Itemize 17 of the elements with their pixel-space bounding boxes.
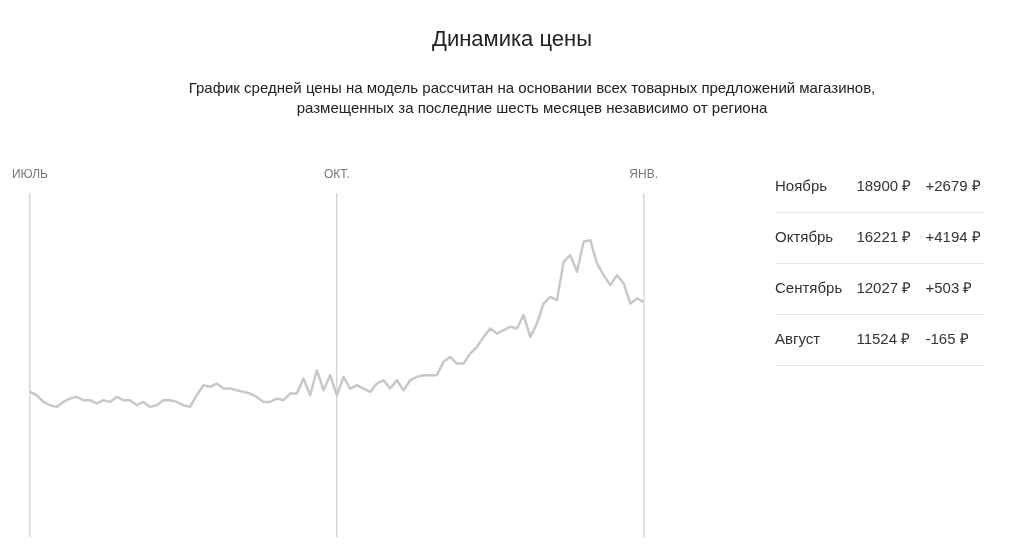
text: 12027 ₽ xyxy=(856,264,926,315)
text: Сентябрь xyxy=(775,264,857,315)
text: -165 ₽ xyxy=(925,315,985,366)
text: +2679 ₽ xyxy=(925,162,985,213)
text: Ноябрь xyxy=(775,162,857,213)
x-tick-label: ЯНВ. xyxy=(629,166,658,181)
chart-title: Динамика цены xyxy=(431,26,593,52)
x-tick-label: ИЮЛЬ xyxy=(12,166,49,181)
text: 16221 ₽ xyxy=(856,213,926,264)
text: 11524 ₽ xyxy=(856,315,926,366)
text: Октябрь xyxy=(775,213,857,264)
text: +503 ₽ xyxy=(925,264,985,315)
x-tick-label: ОКТ. xyxy=(323,166,350,181)
text: +4194 ₽ xyxy=(925,213,985,264)
text: 18900 ₽ xyxy=(856,162,926,213)
chart-subtitle: График средней цены на модель рассчитан на основании всех товарных предложений магазинов, размещенных за последние шесть месяцев независимо от региона xyxy=(187,78,877,118)
text: Август xyxy=(775,315,857,366)
